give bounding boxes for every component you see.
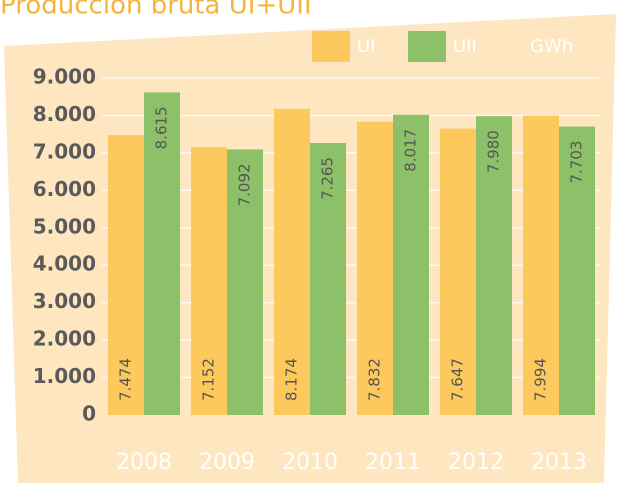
value-label: 7.647 bbox=[449, 358, 467, 401]
bar bbox=[191, 147, 227, 415]
bar bbox=[559, 126, 595, 416]
value-label: 8.615 bbox=[153, 106, 171, 149]
y-tick-label: 0 bbox=[82, 402, 96, 426]
x-tick-label: 2010 bbox=[282, 450, 338, 475]
x-tick-label: 2008 bbox=[116, 450, 172, 475]
value-label: 7.092 bbox=[236, 163, 254, 206]
bar bbox=[108, 135, 144, 415]
y-tick-label: 3.000 bbox=[33, 289, 96, 313]
bar bbox=[476, 116, 512, 416]
bar bbox=[144, 92, 180, 416]
x-tick-label: 2012 bbox=[448, 450, 504, 475]
y-tick-label: 1.000 bbox=[33, 364, 96, 388]
bar bbox=[393, 114, 429, 415]
x-tick-label: 2011 bbox=[365, 450, 421, 475]
x-tick-label: 2009 bbox=[199, 450, 255, 475]
y-tick-label: 7.000 bbox=[33, 139, 96, 163]
y-tick-label: 6.000 bbox=[33, 177, 96, 201]
value-label: 7.152 bbox=[200, 358, 218, 401]
bar bbox=[357, 121, 393, 415]
bar bbox=[310, 142, 346, 415]
legend-label: UII bbox=[453, 36, 477, 57]
bar bbox=[440, 128, 476, 415]
value-label: 7.265 bbox=[319, 157, 337, 200]
value-label: 7.980 bbox=[485, 130, 503, 173]
bar bbox=[227, 149, 263, 415]
legend-label: UI bbox=[357, 36, 375, 57]
y-tick-label: 2.000 bbox=[33, 327, 96, 351]
legend-swatch bbox=[408, 31, 446, 62]
chart-title: Producción bruta UI+UII bbox=[0, 0, 312, 21]
bar bbox=[274, 108, 310, 415]
value-label: 7.832 bbox=[366, 358, 384, 401]
value-label: 7.474 bbox=[117, 358, 135, 401]
value-label: 7.994 bbox=[532, 358, 550, 401]
value-label: 8.017 bbox=[402, 129, 420, 172]
y-tick-label: 4.000 bbox=[33, 252, 96, 276]
y-tick-label: 9.000 bbox=[33, 65, 96, 89]
x-tick-label: 2013 bbox=[531, 450, 587, 475]
value-label: 7.703 bbox=[568, 141, 586, 184]
y-tick-label: 5.000 bbox=[33, 214, 96, 238]
unit-label: GWh bbox=[530, 36, 573, 57]
legend-swatch bbox=[312, 31, 350, 62]
bar bbox=[523, 115, 559, 415]
y-tick-label: 8.000 bbox=[33, 102, 96, 126]
value-label: 8.174 bbox=[283, 358, 301, 401]
